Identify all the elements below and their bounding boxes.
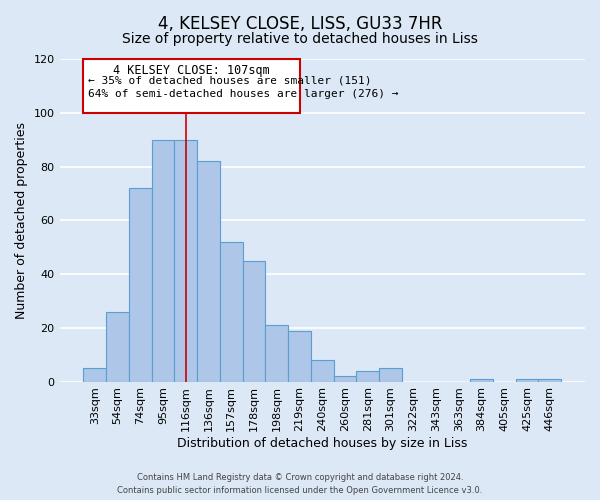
Y-axis label: Number of detached properties: Number of detached properties [15,122,28,319]
Bar [83,368,106,382]
Bar [470,379,493,382]
Bar [265,325,288,382]
Bar [152,140,175,382]
Bar [538,379,561,382]
Bar [197,161,220,382]
Bar [129,188,152,382]
FancyBboxPatch shape [83,59,299,113]
Bar [106,312,129,382]
Text: Contains HM Land Registry data © Crown copyright and database right 2024.
Contai: Contains HM Land Registry data © Crown c… [118,474,482,495]
Bar [379,368,402,382]
Bar [356,371,379,382]
Bar [288,330,311,382]
Bar [515,379,538,382]
Text: Size of property relative to detached houses in Liss: Size of property relative to detached ho… [122,32,478,46]
Bar [242,260,265,382]
Text: 4, KELSEY CLOSE, LISS, GU33 7HR: 4, KELSEY CLOSE, LISS, GU33 7HR [158,15,442,33]
Bar [175,140,197,382]
Bar [220,242,242,382]
Bar [311,360,334,382]
Text: ← 35% of detached houses are smaller (151): ← 35% of detached houses are smaller (15… [88,75,371,85]
Bar [334,376,356,382]
X-axis label: Distribution of detached houses by size in Liss: Distribution of detached houses by size … [177,437,467,450]
Text: 4 KELSEY CLOSE: 107sqm: 4 KELSEY CLOSE: 107sqm [113,64,270,78]
Text: 64% of semi-detached houses are larger (276) →: 64% of semi-detached houses are larger (… [88,88,398,99]
